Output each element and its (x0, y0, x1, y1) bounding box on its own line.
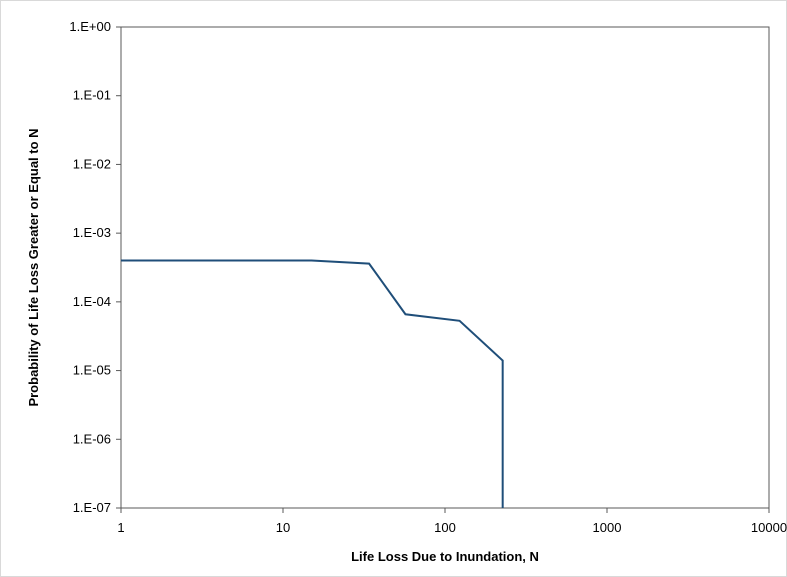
y-axis: 1.E+00 1.E-01 1.E-02 1.E-03 1.E-04 1.E-05 1.E-… (69, 19, 121, 515)
y-tick-label: 1.E-05 (73, 363, 111, 378)
x-tick-label: 10 (276, 520, 290, 535)
y-tick-label: 1.E-07 (73, 500, 111, 515)
x-axis: 1 10 100 1000 10000 (117, 508, 787, 535)
y-tick-label: 1.E-03 (73, 225, 111, 240)
x-tick-label: 1000 (593, 520, 622, 535)
x-axis-title: Life Loss Due to Inundation, N (351, 549, 539, 564)
y-tick-label: 1.E-06 (73, 431, 111, 446)
plot-area (120, 26, 770, 509)
series-layer (121, 259, 504, 508)
series-line (121, 259, 504, 508)
y-tick-label: 1.E-01 (73, 88, 111, 103)
y-axis-title: Probability of Life Loss Greater or Equa… (26, 128, 41, 406)
y-tick-label: 1.E-04 (73, 294, 111, 309)
x-tick-label: 1 (117, 520, 124, 535)
y-tick-label: 1.E-02 (73, 156, 111, 171)
y-tick-label: 1.E+00 (69, 19, 111, 34)
x-tick-label: 10000 (751, 520, 787, 535)
x-tick-label: 100 (434, 520, 456, 535)
